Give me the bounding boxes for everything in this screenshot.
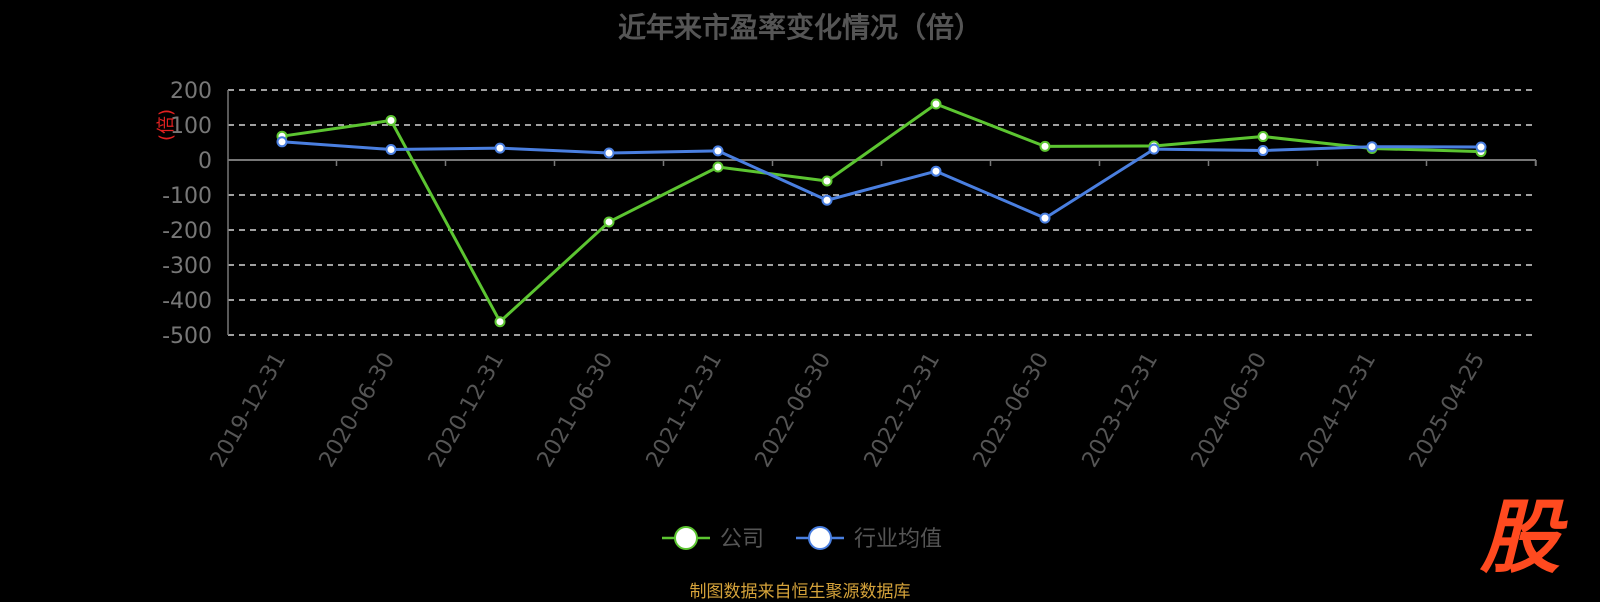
source-note: 制图数据来自恒生聚源数据库 bbox=[689, 582, 911, 602]
legend-marker bbox=[808, 526, 832, 550]
watermark-logo: 股 bbox=[1480, 491, 1560, 584]
series-1-point bbox=[1039, 212, 1051, 224]
series-1-point bbox=[1148, 143, 1160, 155]
series-1-point bbox=[385, 144, 397, 155]
x-tick-label: 2020-06-30 bbox=[315, 349, 401, 472]
series-0-point bbox=[603, 216, 615, 228]
series-0-point bbox=[494, 316, 506, 328]
x-tick-label: 2022-12-31 bbox=[860, 349, 946, 472]
y-axis-label: (倍) bbox=[156, 109, 177, 141]
x-tick-label: 2025-04-25 bbox=[1405, 349, 1491, 472]
series-1-point bbox=[494, 142, 506, 154]
y-tick-label: 0 bbox=[198, 149, 212, 174]
y-tick-label: -300 bbox=[162, 254, 212, 279]
series-1-point bbox=[603, 147, 615, 159]
x-tick-label: 2023-12-31 bbox=[1078, 349, 1164, 472]
y-tick-label: -200 bbox=[162, 219, 212, 244]
series-0-point bbox=[1039, 140, 1051, 152]
legend-label: 公司 bbox=[720, 527, 764, 552]
x-tick-label: 2024-12-31 bbox=[1296, 349, 1382, 472]
series-0-point bbox=[385, 114, 397, 126]
series-1-point bbox=[1257, 145, 1269, 157]
series-1-point bbox=[930, 165, 942, 177]
x-tick-label: 2020-12-31 bbox=[424, 349, 510, 472]
x-tick-label: 2024-06-30 bbox=[1187, 349, 1273, 472]
series-line-0 bbox=[281, 102, 1482, 324]
x-tick-label: 2021-06-30 bbox=[533, 349, 619, 472]
series-0-point bbox=[930, 98, 942, 110]
series-0-point bbox=[821, 175, 833, 187]
series-1-point bbox=[712, 145, 724, 157]
series-1-point bbox=[1366, 141, 1378, 153]
x-tick-label: 2019-12-31 bbox=[206, 349, 292, 472]
series-line-1 bbox=[281, 140, 1482, 220]
y-tick-label: -400 bbox=[162, 289, 212, 314]
x-tick-label: 2021-12-31 bbox=[642, 349, 728, 472]
series-0-point bbox=[712, 161, 724, 173]
y-tick-label: 200 bbox=[170, 79, 212, 104]
y-tick-label: -100 bbox=[162, 184, 212, 209]
x-tick-label: 2023-06-30 bbox=[969, 349, 1055, 472]
y-tick-label: 100 bbox=[170, 114, 212, 139]
legend-label: 行业均值 bbox=[854, 527, 942, 552]
y-tick-label: -500 bbox=[162, 324, 212, 349]
series-1-point bbox=[821, 194, 833, 206]
x-tick-label: 2022-06-30 bbox=[751, 349, 837, 472]
series-1-point bbox=[1475, 141, 1487, 153]
chart-title: 近年来市盈率变化情况（倍） bbox=[617, 11, 982, 44]
legend-marker bbox=[674, 526, 698, 550]
series-1-point bbox=[276, 136, 288, 148]
series-0-point bbox=[1257, 131, 1269, 143]
